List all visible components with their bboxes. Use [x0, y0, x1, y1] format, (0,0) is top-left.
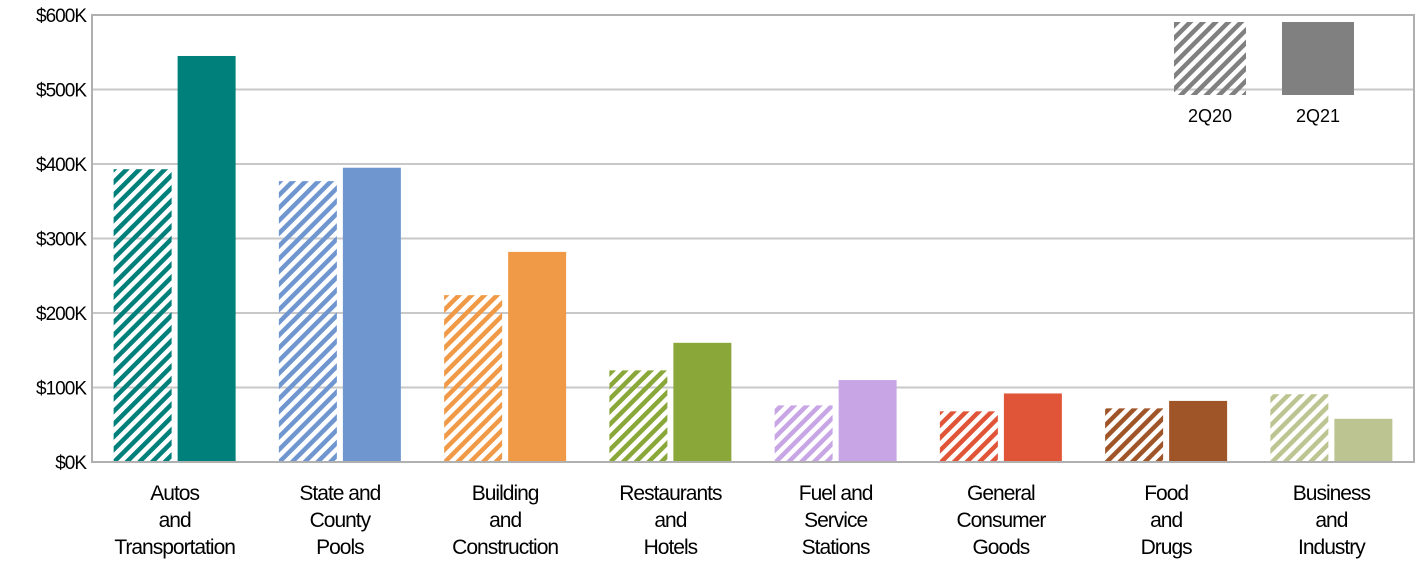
x-category-label: Building and Construction: [452, 482, 558, 559]
y-tick-label: $500K: [36, 81, 87, 102]
bar-2q21-6: [1169, 400, 1228, 462]
x-category-label: Restaurants and Hotels: [619, 482, 722, 559]
x-category-label: Business and Industry: [1293, 482, 1371, 559]
bar-2q21-5: [1003, 393, 1062, 462]
legend-label-2q20: 2Q20: [1188, 106, 1232, 126]
bar-2q20-4: [774, 405, 833, 462]
y-axis-ticks: $0K $100K $200K $300K $400K $500K $600K: [36, 6, 88, 474]
bar-2q20-0: [113, 169, 172, 462]
x-category-label: State and County Pools: [299, 482, 380, 559]
x-axis-labels: Autos and Transportation State and County Poo…: [114, 482, 1371, 559]
bar-2q20-6: [1105, 408, 1164, 462]
y-tick-label: $200K: [36, 304, 87, 325]
bar-2q21-2: [508, 251, 567, 462]
bar-2q20-5: [939, 411, 998, 462]
y-tick-label: $0K: [55, 453, 87, 474]
bar-2q20-7: [1270, 394, 1329, 462]
x-category-label: Food and Drugs: [1141, 482, 1193, 559]
bar-2q21-3: [673, 342, 732, 462]
bar-2q20-2: [444, 295, 503, 462]
bar-2q21-7: [1334, 418, 1393, 462]
x-category-label: General Consumer Goods: [956, 482, 1046, 559]
y-tick-label: $400K: [36, 155, 87, 176]
legend-swatch-2q21: [1282, 22, 1354, 95]
plot-frame: [91, 14, 1415, 463]
y-tick-label: $100K: [36, 379, 87, 400]
bar-2q21-1: [342, 167, 401, 462]
legend-swatch-2q20: [1174, 22, 1246, 95]
y-tick-label: $300K: [36, 230, 87, 251]
legend: 2Q20 2Q21: [1174, 22, 1354, 126]
bar-2q21-4: [838, 380, 897, 462]
x-category-label: Fuel and Service Stations: [799, 482, 873, 559]
x-category-label: Autos and Transportation: [114, 482, 235, 559]
y-tick-label: $600K: [36, 6, 87, 27]
bars: [113, 55, 1393, 462]
bar-2q20-3: [609, 370, 668, 462]
bar-2q20-1: [278, 181, 337, 462]
legend-label-2q21: 2Q21: [1296, 106, 1340, 126]
bar-2q21-0: [177, 55, 236, 462]
